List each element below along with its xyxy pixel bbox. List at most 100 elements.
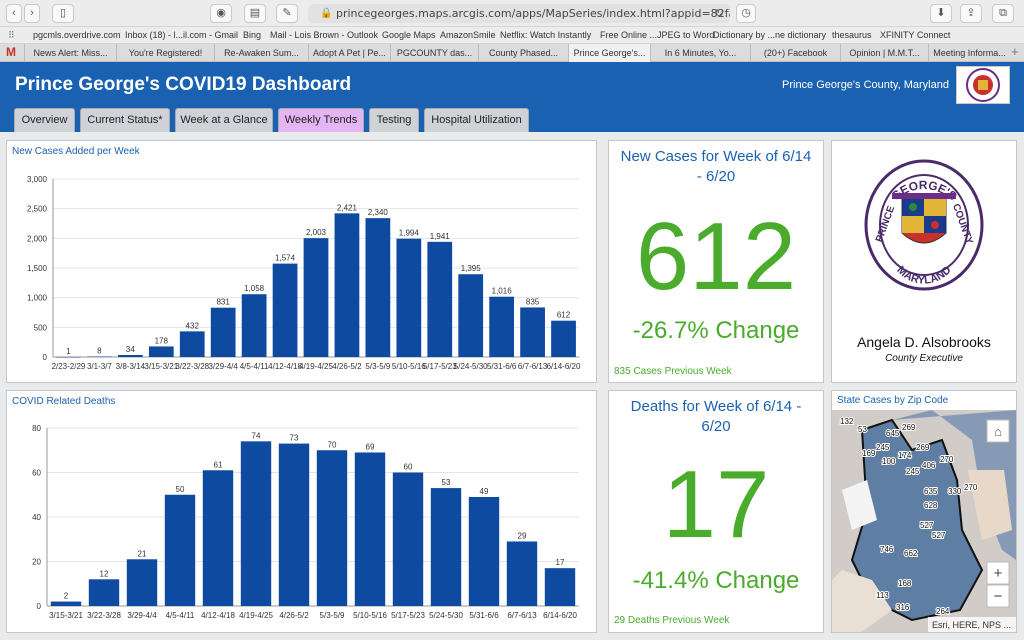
zip-case-label: 100 — [882, 457, 896, 466]
bookmark[interactable]: AmazonSmile — [440, 30, 496, 40]
bar[interactable] — [316, 450, 348, 606]
download-icon[interactable]: ⬇ — [930, 4, 952, 23]
bar[interactable] — [278, 443, 310, 606]
bar[interactable] — [164, 494, 196, 606]
sidebar-icon[interactable]: ▯ — [52, 4, 74, 23]
bookmark[interactable]: Mail - Lois Brown - Outlook — [270, 30, 379, 40]
browser-tab[interactable]: Meeting Informa... — [928, 44, 1010, 62]
bar[interactable] — [117, 354, 143, 357]
svg-text:−: − — [994, 588, 1003, 605]
cases-summary-title: New Cases for Week of 6/14 - 6/20 — [620, 148, 812, 185]
bar[interactable] — [396, 238, 422, 357]
address-bar[interactable]: 🔒 princegeorges.maps.arcgis.com/apps/Map… — [308, 4, 730, 23]
bar[interactable] — [544, 568, 576, 606]
browser-tab[interactable]: Opinion | M.M.T... — [840, 44, 928, 62]
tab-weekly-trends[interactable]: Weekly Trends — [278, 108, 364, 132]
browser-tab[interactable]: County Phased... — [478, 44, 568, 62]
bar[interactable] — [392, 472, 424, 607]
browser-tab[interactable]: Adopt A Pet | Pe... — [308, 44, 390, 62]
print-icon[interactable]: ▤ — [244, 4, 266, 23]
bar[interactable] — [272, 263, 298, 357]
share-icon[interactable]: ⇪ — [960, 4, 982, 23]
bar[interactable] — [210, 307, 236, 357]
bookmark[interactable]: Bing — [243, 30, 262, 40]
bar[interactable] — [303, 238, 329, 357]
bar[interactable] — [430, 488, 462, 606]
bar[interactable] — [468, 496, 500, 606]
map-zoom-out-button[interactable]: − — [986, 584, 1010, 608]
bar[interactable] — [427, 241, 453, 357]
bar-value-label: 34 — [126, 345, 135, 354]
bookmark[interactable]: Google Maps — [382, 30, 436, 40]
bar[interactable] — [148, 346, 174, 357]
new-tab-icon[interactable]: + — [1011, 44, 1019, 59]
bar[interactable] — [334, 213, 360, 357]
lock-icon: 🔒 — [320, 8, 333, 19]
bar-value-label: 1,395 — [461, 264, 482, 273]
bookmark[interactable]: Free Online ...JPEG to Word — [600, 30, 715, 40]
bar[interactable] — [240, 441, 272, 606]
tab-week-at-a-glance[interactable]: Week at a Glance — [175, 108, 273, 132]
bar[interactable] — [458, 274, 484, 357]
deaths-summary-value: 17 — [662, 451, 770, 558]
map-attribution: Esri, HERE, NPS ... — [932, 620, 1011, 630]
bar-value-label: 61 — [214, 460, 223, 469]
bar[interactable] — [56, 356, 81, 358]
browser-tab-strip: M News Alert: Miss... You're Registered!… — [0, 44, 1024, 62]
x-tick-label: 5/10-5/16 — [353, 611, 387, 620]
browser-tab[interactable]: News Alert: Miss... — [24, 44, 116, 62]
zip-map-panel: State Cases by Zip Code 132 53 245 645 269 16… — [831, 390, 1017, 633]
reload-icon[interactable]: ↻ — [714, 7, 724, 20]
browser-tab[interactable]: In 6 Minutes, Yo... — [650, 44, 750, 62]
bar[interactable] — [87, 356, 112, 358]
bar[interactable] — [126, 559, 158, 606]
extension-icon[interactable]: ◉ — [210, 4, 232, 23]
bookmark[interactable]: XFINITY Connect — [880, 30, 951, 40]
browser-tab[interactable]: (20+) Facebook — [750, 44, 840, 62]
bookmark[interactable]: pgcmls.overdrive.com — [33, 30, 121, 40]
tab-current-status[interactable]: Current Status* — [80, 108, 170, 132]
cases-summary-panel: New Cases for Week of 6/14 - 6/20 612 -2… — [608, 140, 824, 383]
browser-tab[interactable]: You're Registered! — [116, 44, 214, 62]
x-tick-label: 3/1-3/7 — [87, 362, 112, 371]
bookmark[interactable]: Dictionary by ...ne dictionary — [713, 30, 827, 40]
bar-value-label: 831 — [216, 298, 230, 307]
map-home-button[interactable]: ⌂ — [986, 419, 1010, 443]
bar[interactable] — [179, 331, 205, 357]
zip-case-label: 527 — [932, 531, 946, 540]
bar[interactable] — [489, 296, 515, 357]
browser-tab-active[interactable]: Prince George's... — [568, 44, 650, 62]
tab-overview[interactable]: Overview — [14, 108, 75, 132]
bar[interactable] — [520, 307, 545, 357]
bar[interactable] — [202, 470, 234, 606]
bookmark[interactable]: Inbox (18) - l...il.com - Gmail — [125, 30, 239, 40]
edit-icon[interactable]: ✎ — [276, 4, 298, 23]
x-tick-label: 4/19-4/25 — [239, 611, 273, 620]
bar[interactable] — [241, 294, 267, 357]
bar[interactable] — [551, 320, 576, 357]
bar[interactable] — [365, 218, 391, 357]
bookmark[interactable]: Netflix: Watch Instantly — [500, 30, 592, 40]
history-icon[interactable]: ◷ — [736, 4, 756, 23]
tab-testing[interactable]: Testing — [369, 108, 419, 132]
cases-change: -26.7% Change — [632, 317, 800, 344]
browser-tab[interactable]: Re-Awaken Sum... — [214, 44, 308, 62]
bookmark[interactable]: thesaurus — [832, 30, 872, 40]
tab-hospital-utilization[interactable]: Hospital Utilization — [424, 108, 529, 132]
bar[interactable] — [88, 579, 120, 606]
bar[interactable] — [50, 601, 82, 606]
y-tick-label: 0 — [43, 353, 48, 362]
zip-case-label: 168 — [898, 579, 912, 588]
back-icon[interactable]: ‹ — [6, 4, 22, 23]
apps-grid-icon[interactable]: ⠿ — [8, 30, 15, 40]
bar-value-label: 2 — [64, 592, 69, 601]
browser-tab[interactable]: PGCOUNTY das... — [390, 44, 478, 62]
forward-icon[interactable]: › — [24, 4, 40, 23]
bar[interactable] — [354, 452, 386, 606]
tabs-overview-icon[interactable]: ⧉ — [992, 4, 1014, 23]
y-tick-label: 0 — [37, 602, 42, 611]
map-zoom-in-button[interactable]: + — [986, 561, 1010, 585]
cases-bar-chart: 0 500 1,000 1,500 2,000 2,500 3,000 1 2/23-2/29 8… — [27, 175, 581, 371]
bar[interactable] — [506, 541, 538, 606]
